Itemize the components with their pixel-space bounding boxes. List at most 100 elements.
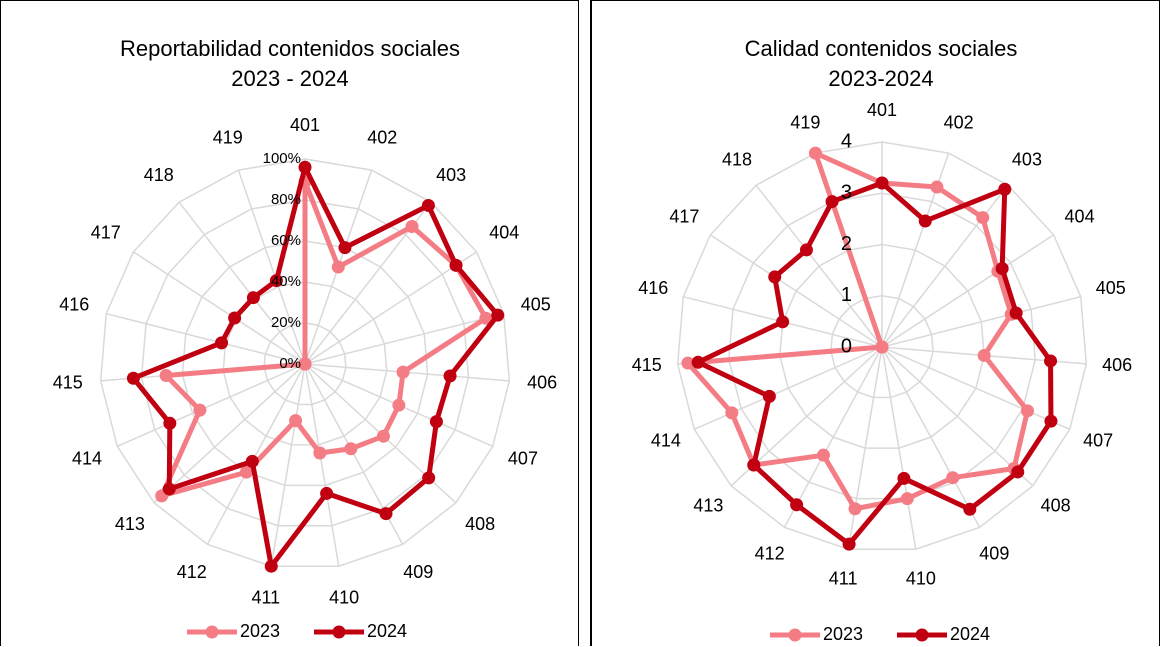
tick-label: 0 bbox=[841, 335, 852, 357]
data-point bbox=[776, 315, 790, 329]
legend-label: 2024 bbox=[950, 624, 990, 644]
series-line bbox=[130, 164, 501, 569]
grid-ring bbox=[830, 294, 934, 399]
data-point bbox=[298, 160, 312, 174]
category-labels: 4014024034044054064074084094104114124134… bbox=[53, 115, 557, 608]
data-point bbox=[1011, 465, 1025, 479]
grid-ring bbox=[728, 192, 1036, 500]
data-point bbox=[900, 492, 914, 506]
category-label: 416 bbox=[638, 278, 668, 298]
data-point bbox=[331, 260, 345, 274]
tick-label: 40% bbox=[271, 273, 301, 290]
category-label: 412 bbox=[755, 543, 785, 563]
data-point bbox=[159, 369, 173, 383]
chart-title-line-2: 2023-2024 bbox=[828, 66, 933, 91]
data-point bbox=[681, 356, 695, 370]
data-point bbox=[313, 446, 327, 460]
tick-label: 100% bbox=[263, 150, 301, 167]
grid-spoke bbox=[304, 363, 340, 567]
grid-spoke bbox=[270, 363, 306, 567]
grid-spoke bbox=[106, 312, 306, 365]
data-point bbox=[338, 241, 352, 255]
legend: 2023 2024 bbox=[187, 621, 407, 641]
data-point bbox=[762, 389, 776, 403]
data-point bbox=[298, 357, 312, 371]
category-label: 402 bbox=[944, 113, 974, 133]
data-point bbox=[995, 262, 1009, 276]
chart-title-line-1: Reportabilidad contenidos sociales bbox=[120, 36, 460, 61]
grid-spoke bbox=[132, 251, 306, 365]
tick-label: 2 bbox=[841, 233, 852, 255]
data-point bbox=[1009, 306, 1023, 320]
legend-item: 2023 bbox=[770, 624, 863, 644]
data-point bbox=[875, 176, 889, 190]
legend-marker bbox=[788, 628, 802, 642]
category-label: 403 bbox=[436, 165, 466, 185]
grid-spoke bbox=[847, 346, 883, 550]
grid-ring bbox=[779, 243, 985, 449]
category-label: 419 bbox=[213, 128, 243, 148]
data-point bbox=[421, 198, 435, 212]
category-label: 415 bbox=[53, 372, 83, 392]
grid-ring bbox=[263, 322, 347, 406]
data-point bbox=[875, 340, 889, 354]
category-label: 402 bbox=[367, 128, 397, 148]
data-point bbox=[998, 182, 1012, 196]
legend-item: 2023 bbox=[187, 621, 280, 641]
category-label: 418 bbox=[144, 165, 174, 185]
grid-spoke bbox=[709, 234, 883, 348]
data-point bbox=[379, 507, 393, 521]
tick-label: 1 bbox=[841, 284, 852, 306]
panel-divider bbox=[578, 0, 591, 646]
category-label: 415 bbox=[632, 355, 662, 375]
data-point bbox=[239, 465, 253, 479]
data-point bbox=[1044, 414, 1058, 428]
tick-label: 3 bbox=[841, 182, 852, 204]
grid-spoke bbox=[304, 251, 478, 365]
data-point bbox=[320, 486, 334, 500]
category-labels: 4014024034044054064074084094104114124134… bbox=[632, 100, 1132, 589]
data-point bbox=[976, 211, 990, 225]
data-point bbox=[245, 454, 259, 468]
category-label: 401 bbox=[290, 115, 320, 135]
grid-spoke bbox=[206, 363, 306, 545]
data-point bbox=[163, 416, 177, 430]
grid-ring bbox=[181, 240, 429, 487]
tick-labels: 0% 20% 40% 60% 80% 100% bbox=[263, 150, 301, 372]
data-point bbox=[405, 219, 419, 233]
legend-item: 2024 bbox=[314, 621, 407, 641]
data-point bbox=[215, 336, 229, 350]
data-point bbox=[897, 471, 911, 485]
grid-spoke bbox=[116, 363, 306, 448]
data-point bbox=[799, 243, 813, 257]
radar-chart-calidad: Calidad contenidos sociales 2023-2024 40… bbox=[632, 36, 1132, 644]
data-point bbox=[429, 415, 443, 429]
category-label: 413 bbox=[115, 514, 145, 534]
data-point bbox=[228, 311, 242, 325]
category-label: 413 bbox=[693, 496, 723, 516]
data-point bbox=[946, 471, 960, 485]
data-point bbox=[977, 348, 991, 362]
grid-spoke bbox=[783, 346, 883, 528]
category-label: 404 bbox=[489, 223, 519, 243]
series-2023 bbox=[155, 175, 493, 503]
grid-spoke bbox=[153, 363, 306, 504]
chart-title-line-2: 2023 - 2024 bbox=[231, 66, 348, 91]
data-point bbox=[790, 498, 804, 512]
grid-spoke bbox=[881, 346, 917, 550]
category-label: 408 bbox=[465, 514, 495, 534]
category-label: 405 bbox=[1096, 278, 1126, 298]
data-point bbox=[1044, 354, 1058, 368]
data-point bbox=[930, 180, 944, 194]
grid-spoke bbox=[881, 346, 1071, 431]
category-label: 417 bbox=[91, 223, 121, 243]
data-point bbox=[848, 502, 862, 516]
legend-item: 2024 bbox=[897, 624, 990, 644]
tick-labels: 0 1 2 3 4 bbox=[841, 130, 852, 357]
grid-spoke bbox=[881, 346, 1034, 487]
radar-chart-reportabilidad: Reportabilidad contenidos sociales 2023 … bbox=[53, 36, 557, 641]
chart-panel-calidad: Calidad contenidos sociales 2023-2024 40… bbox=[591, 0, 1160, 646]
tick-label: 0% bbox=[279, 355, 301, 372]
grid-ring bbox=[99, 158, 511, 567]
category-label: 418 bbox=[722, 150, 752, 170]
